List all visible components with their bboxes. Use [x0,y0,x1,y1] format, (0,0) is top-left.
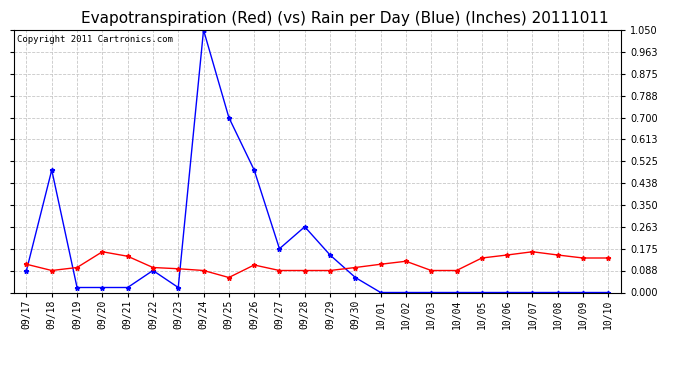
Text: Evapotranspiration (Red) (vs) Rain per Day (Blue) (Inches) 20111011: Evapotranspiration (Red) (vs) Rain per D… [81,11,609,26]
Text: Copyright 2011 Cartronics.com: Copyright 2011 Cartronics.com [17,35,172,44]
